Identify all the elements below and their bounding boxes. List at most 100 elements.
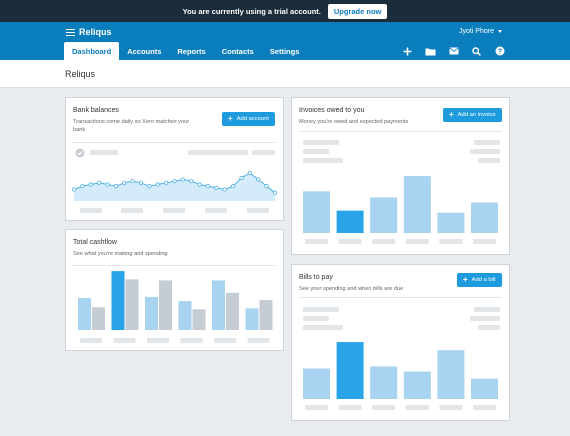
bills-title: Bills to pay (299, 274, 333, 281)
placeholder-text (80, 208, 102, 213)
mail-icon[interactable] (442, 44, 465, 58)
bar-in (145, 296, 158, 330)
bar (336, 210, 364, 233)
bar-out (159, 280, 172, 330)
bar-in (178, 301, 192, 330)
bar-in (212, 280, 225, 330)
tab-settings[interactable]: Settings (269, 46, 300, 56)
bank-balances-chart (71, 170, 278, 201)
bar-out (92, 307, 105, 330)
menu-icon (66, 28, 75, 36)
placeholder-text (163, 208, 185, 213)
placeholder-text (478, 158, 500, 163)
bar-label-placeholder (305, 239, 328, 244)
placeholder-text (303, 149, 329, 154)
bills-chart (303, 342, 498, 410)
add-bill-button[interactable]: + Add a bill (457, 273, 502, 287)
plus-icon: + (228, 114, 233, 123)
invoices-subtitle: Money you're owed and expected payments (299, 119, 409, 125)
invoices-title: Invoices owed to you (299, 107, 365, 114)
caret-down-icon (498, 29, 502, 33)
cashflow-chart (78, 271, 273, 343)
data-point (239, 175, 244, 181)
bar-label-placeholder (405, 239, 429, 244)
tab-accounts[interactable]: Accounts (127, 46, 162, 56)
data-point (155, 182, 160, 187)
invoices-chart (303, 176, 498, 244)
tab-contacts[interactable]: Contacts (221, 46, 254, 56)
bar (303, 368, 330, 399)
placeholder-text (303, 325, 343, 330)
bar-out (192, 309, 206, 330)
check-circle-icon (75, 148, 85, 158)
search-icon[interactable] (465, 44, 488, 58)
placeholder-text (478, 325, 500, 330)
bar-label-placeholder (338, 239, 362, 244)
bar (437, 212, 465, 233)
org-switcher[interactable]: Reliqus (66, 27, 112, 37)
help-icon[interactable]: ? (488, 44, 511, 58)
user-name: Jyoti Phore (458, 28, 494, 35)
placeholder-text (252, 150, 275, 155)
bills-subtitle: See your spending and when bills are due (299, 286, 404, 292)
data-point (247, 170, 252, 176)
data-point (222, 187, 227, 192)
bar-out (125, 279, 139, 330)
placeholder-text (90, 150, 118, 155)
data-point (164, 180, 169, 185)
data-point (197, 182, 202, 187)
data-point (205, 184, 211, 189)
bar (403, 371, 431, 399)
bar-label-placeholder (180, 338, 203, 343)
bar-in (111, 271, 125, 330)
bar-label-placeholder (338, 405, 362, 410)
placeholder-text (205, 208, 227, 213)
user-menu[interactable]: Jyoti Phore (459, 28, 502, 35)
data-point (105, 182, 110, 187)
bar (471, 378, 498, 399)
add-account-button[interactable]: + Add account (222, 112, 275, 126)
bar-label-placeholder (439, 239, 463, 244)
data-point (88, 182, 93, 187)
tab-dashboard[interactable]: Dashboard (64, 42, 120, 60)
plus-icon[interactable] (396, 44, 419, 58)
main-tabs: Dashboard Accounts Reports Contacts Sett… (64, 42, 307, 60)
bar-in (78, 297, 91, 330)
bar-label-placeholder (473, 405, 496, 410)
data-point (180, 177, 185, 182)
cashflow-card: Total cashflow See what you're making an… (65, 229, 284, 351)
data-point (122, 180, 127, 185)
data-point (71, 187, 77, 192)
folder-icon[interactable] (419, 44, 442, 58)
placeholder-text (470, 316, 500, 321)
add-invoice-button[interactable]: + Add an invoice (443, 108, 502, 122)
plus-icon: + (449, 110, 454, 119)
trial-banner: You are currently using a trial account.… (0, 0, 570, 22)
placeholder-text (121, 208, 143, 213)
data-point (214, 185, 219, 190)
placeholder-text (303, 316, 329, 321)
svg-text:?: ? (497, 49, 501, 56)
data-point (172, 179, 177, 184)
bar (336, 342, 364, 399)
bar (370, 366, 398, 399)
upgrade-button[interactable]: Upgrade now (327, 3, 388, 19)
data-point (97, 180, 102, 185)
bar-label-placeholder (113, 338, 136, 343)
bank-balances-subtitle: Transactions come daily so Xero matches … (73, 119, 190, 133)
bar-label-placeholder (214, 338, 236, 343)
plus-icon: + (463, 275, 468, 284)
placeholder-text (470, 149, 500, 154)
data-point (256, 177, 261, 182)
tab-reports[interactable]: Reports (177, 46, 206, 56)
bar (403, 176, 431, 233)
page-title: Reliqus (65, 69, 96, 79)
placeholder-text (188, 150, 248, 155)
data-point (113, 184, 118, 189)
trial-message: You are currently using a trial account. (182, 6, 321, 16)
bar-label-placeholder (247, 338, 270, 343)
cashflow-title: Total cashflow (73, 239, 117, 246)
bar-out (259, 300, 273, 330)
divider (299, 297, 502, 298)
cashflow-subtitle: See what you're making and spending (73, 251, 168, 257)
